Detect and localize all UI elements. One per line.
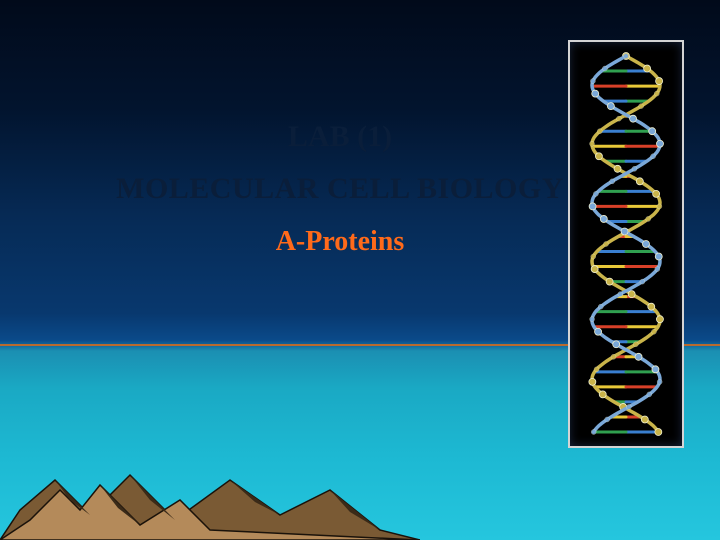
dna-helix-icon: [570, 42, 682, 446]
dna-panel: [568, 40, 684, 448]
slide-title-line2: MOLECULAR CELL BIOLOGY: [80, 172, 600, 206]
slide-subtitle: A-Proteins: [80, 226, 600, 258]
title-block: LAB (1) MOLECULAR CELL BIOLOGY A-Protein…: [80, 120, 600, 258]
slide-title-line1: LAB (1): [80, 120, 600, 154]
mountains-illustration: [0, 420, 420, 540]
